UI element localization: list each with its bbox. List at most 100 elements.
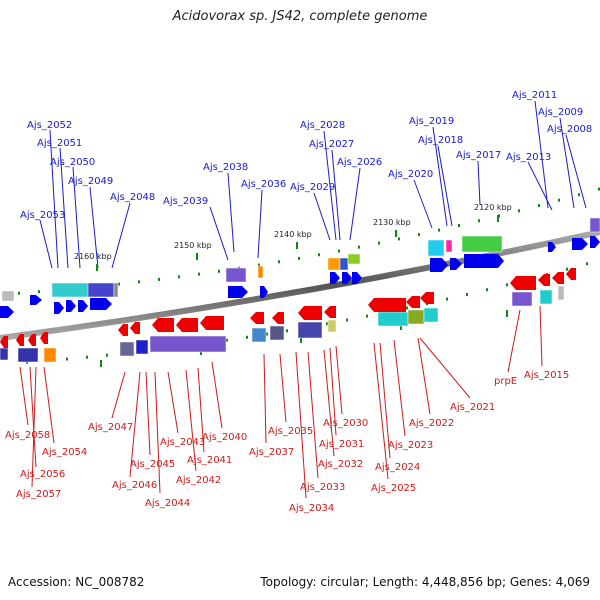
leader-line bbox=[19, 366, 29, 426]
leader-line bbox=[39, 219, 53, 269]
gene-feature-box bbox=[423, 307, 439, 323]
gene-label-forward: Ajs_2018 bbox=[418, 135, 463, 146]
gene-label-forward: Ajs_2039 bbox=[163, 196, 208, 207]
reverse-gene-arrow bbox=[272, 312, 284, 324]
scale-tick-major bbox=[497, 215, 499, 222]
gene-label-forward: Ajs_2013 bbox=[506, 152, 551, 163]
gene-label-reverse: Ajs_2043 bbox=[160, 437, 205, 448]
gene-feature-box bbox=[557, 285, 565, 301]
gene-label-reverse: Ajs_2037 bbox=[249, 447, 294, 458]
leader-line bbox=[527, 161, 553, 211]
gene-feature-box bbox=[461, 235, 503, 253]
leader-line bbox=[379, 342, 391, 459]
scale-tick bbox=[458, 224, 460, 228]
gene-feature-box bbox=[149, 335, 227, 353]
gene-label-reverse: Ajs_2015 bbox=[524, 370, 569, 381]
gene-label-forward: Ajs_2052 bbox=[27, 120, 72, 131]
gene-feature-box bbox=[251, 327, 267, 343]
gene-feature-box bbox=[257, 265, 264, 279]
reverse-gene-arrow bbox=[510, 276, 536, 290]
reverse-gene-arrow bbox=[324, 306, 336, 318]
leader-line bbox=[154, 371, 161, 494]
leader-line bbox=[197, 367, 205, 453]
kbp-label: 2150 kbp bbox=[174, 241, 212, 250]
reverse-gene-arrow bbox=[420, 292, 434, 304]
scale-tick bbox=[406, 306, 408, 310]
gene-label-reverse: Ajs_2040 bbox=[202, 432, 247, 443]
gene-feature-box bbox=[589, 217, 600, 233]
scale-tick bbox=[326, 322, 328, 326]
reverse-gene-arrow bbox=[40, 332, 48, 344]
leader-line bbox=[329, 347, 337, 436]
leader-line bbox=[43, 366, 55, 444]
leader-line bbox=[477, 160, 481, 206]
scale-tick bbox=[486, 288, 488, 292]
scale-tick bbox=[106, 353, 108, 357]
reverse-gene-arrow bbox=[298, 306, 322, 320]
gene-label-reverse: Ajs_2042 bbox=[176, 475, 221, 486]
gene-feature-box bbox=[347, 253, 361, 265]
forward-gene-arrow bbox=[464, 254, 504, 268]
gene-feature-box bbox=[1, 290, 15, 302]
forward-gene-arrow bbox=[54, 302, 64, 314]
gene-label-reverse: Ajs_2058 bbox=[5, 430, 50, 441]
genome-topology: Topology: circular; Length: 4,448,856 bp… bbox=[260, 575, 590, 589]
gene-label-forward: Ajs_2008 bbox=[547, 124, 592, 135]
leader-line bbox=[323, 349, 335, 457]
forward-label-leaders bbox=[39, 100, 587, 269]
scale-tick bbox=[538, 204, 540, 208]
scale-tick bbox=[246, 335, 248, 339]
reverse-gene-arrow bbox=[552, 272, 564, 284]
gene-label-forward: Ajs_2027 bbox=[309, 139, 354, 150]
forward-gene-arrow bbox=[330, 272, 340, 284]
gene-label-forward: Ajs_2028 bbox=[300, 120, 345, 131]
reverse-gene-arrow bbox=[16, 334, 24, 346]
leader-line bbox=[167, 371, 179, 434]
gene-label-reverse: prpE bbox=[494, 376, 517, 387]
gene-feature-box bbox=[427, 239, 445, 257]
forward-gene-arrow bbox=[66, 300, 76, 312]
gene-label-reverse: Ajs_2025 bbox=[371, 483, 416, 494]
gene-feature-boxes bbox=[0, 217, 600, 363]
scale-tick bbox=[578, 193, 580, 197]
gene-label-forward: Ajs_2048 bbox=[110, 192, 155, 203]
scale-tick bbox=[226, 338, 228, 342]
gene-feature-box bbox=[43, 347, 57, 363]
leader-line bbox=[307, 351, 319, 479]
scale-tick bbox=[178, 275, 180, 279]
leader-line bbox=[437, 145, 453, 227]
scale-tick bbox=[446, 297, 448, 301]
scale-tick-major bbox=[196, 253, 198, 260]
leader-line bbox=[419, 337, 471, 399]
leader-line bbox=[29, 366, 37, 468]
gene-label-forward: Ajs_2036 bbox=[241, 179, 286, 190]
scale-tick bbox=[558, 198, 560, 202]
leader-line bbox=[209, 206, 229, 261]
scale-tick bbox=[158, 277, 160, 281]
gene-arrows bbox=[0, 236, 600, 348]
scale-tick bbox=[338, 249, 340, 253]
scale-tick bbox=[466, 293, 468, 297]
gene-feature-box bbox=[327, 319, 337, 333]
scale-tick bbox=[506, 283, 508, 287]
leader-line bbox=[263, 353, 267, 444]
gene-label-forward: Ajs_2026 bbox=[337, 157, 382, 168]
gene-label-forward: Ajs_2051 bbox=[37, 138, 82, 149]
leader-line bbox=[72, 166, 81, 269]
gene-feature-box bbox=[407, 309, 425, 325]
gene-feature-box bbox=[17, 347, 39, 363]
leader-line bbox=[89, 186, 99, 269]
leader-line bbox=[185, 369, 197, 472]
gene-feature-box bbox=[135, 339, 149, 355]
gene-feature-box bbox=[445, 239, 453, 253]
scale-tick bbox=[358, 245, 360, 249]
forward-gene-arrow bbox=[78, 300, 88, 312]
scale-tick bbox=[118, 282, 120, 286]
leader-line bbox=[257, 189, 263, 259]
gene-label-reverse: Ajs_2057 bbox=[16, 489, 61, 500]
scale-tick bbox=[346, 318, 348, 322]
scale-tick bbox=[286, 329, 288, 333]
gene-label-reverse: Ajs_2035 bbox=[268, 426, 313, 437]
forward-gene-arrow bbox=[548, 242, 556, 252]
